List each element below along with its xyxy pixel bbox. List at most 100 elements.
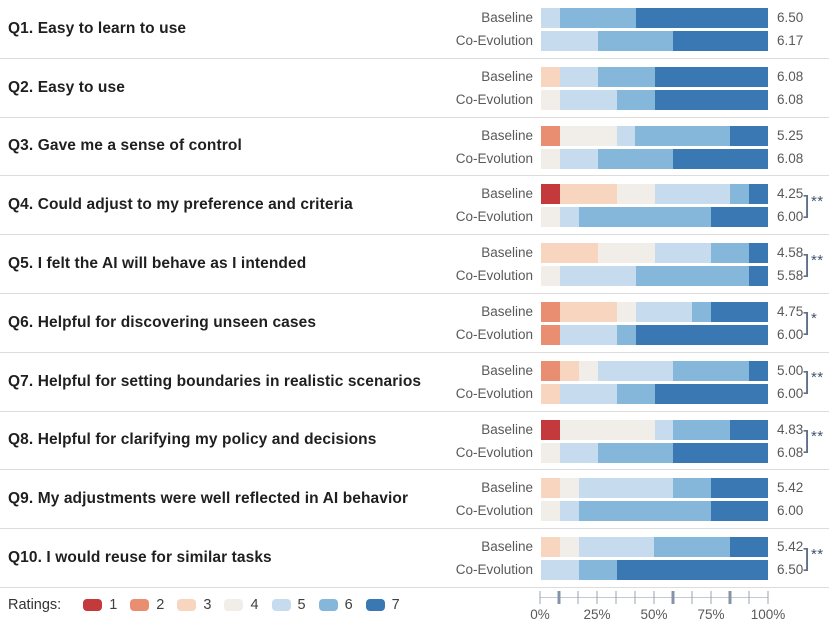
bar-segment-rating-7 (673, 442, 768, 463)
axis-tick (728, 590, 732, 604)
mean-value: 6.00 (777, 503, 804, 519)
stacked-bar (541, 184, 768, 205)
likert-chart: Q1. Easy to learn to use Baseline 6.50 Co-E… (0, 0, 829, 588)
legend-items: 1 2 3 4 5 6 7 (83, 597, 413, 613)
condition-label: Co-Evolution (455, 33, 533, 48)
question-label-wrap: Q1. Easy to learn to use (8, 0, 186, 58)
axis-tick-label: 75% (697, 606, 725, 622)
legend-item: 3 (177, 597, 211, 613)
bar-segment-rating-2 (541, 324, 560, 345)
question-label-wrap: Q5. I felt the AI will behave as I inten… (8, 235, 306, 293)
bar-segment-rating-4 (559, 419, 655, 440)
question-block: Q10. I would reuse for similar tasks Base… (0, 529, 829, 588)
significance-stars: ** (810, 369, 824, 387)
axis-tick (710, 590, 712, 604)
question-label-wrap: Q6. Helpful for discovering unseen cases (8, 294, 316, 352)
bar-segment-rating-5 (654, 243, 712, 264)
bar-segment-rating-6 (635, 266, 750, 287)
significance-stars: ** (810, 192, 824, 210)
legend-swatch-rating-1 (83, 598, 103, 612)
legend-rating-number: 1 (109, 596, 118, 613)
bar-segment-rating-7 (711, 301, 768, 322)
bar-segment-rating-6 (597, 442, 674, 463)
axis-tick (557, 590, 561, 604)
question-label: Q4. Could adjust to my preference and cr… (8, 196, 353, 214)
legend-swatch-rating-6 (318, 598, 338, 612)
significance-stars: * (810, 310, 818, 328)
bar-segment-rating-3 (559, 301, 617, 322)
stacked-bar (541, 478, 768, 499)
significance-bracket: ] (803, 543, 810, 572)
bar-segment-rating-3 (541, 243, 598, 264)
question-label-wrap: Q7. Helpful for setting boundaries in re… (8, 353, 421, 411)
condition-label: Baseline (481, 245, 533, 261)
bar-segment-rating-6 (597, 31, 674, 51)
legend-swatch-rating-2 (130, 598, 150, 612)
mean-value: 4.75 (777, 303, 804, 319)
mean-value: 6.08 (777, 68, 804, 84)
axis-tick (615, 590, 617, 604)
mean-value: 5.42 (777, 480, 804, 496)
legend-item: 2 (130, 597, 164, 613)
bar-segment-rating-6 (616, 324, 636, 345)
bar-segment-rating-6 (654, 537, 731, 558)
bar-segment-rating-6 (578, 560, 617, 581)
question-block: Q6. Helpful for discovering unseen cases… (0, 294, 829, 353)
mean-value: 6.08 (777, 444, 804, 460)
question-label: Q2. Easy to use (8, 78, 125, 96)
question-label-wrap: Q4. Could adjust to my preference and cr… (8, 176, 353, 234)
stacked-bar (541, 560, 768, 581)
axis-tick (539, 590, 541, 604)
mean-value: 6.50 (777, 562, 804, 578)
condition-label: Co-Evolution (455, 326, 533, 342)
question-block: Q7. Helpful for setting boundaries in re… (0, 353, 829, 412)
stacked-bar (541, 501, 768, 522)
question-label: Q7. Helpful for setting boundaries in re… (8, 372, 422, 390)
axis-tick-label: 25% (583, 606, 611, 622)
bar-segment-rating-7 (711, 501, 768, 522)
legend-item: 5 (271, 597, 306, 613)
bar-segment-rating-3 (541, 383, 560, 404)
question-label: Q8. Helpful for clarifying my policy and… (8, 431, 377, 449)
significance-marker: ] ** (803, 412, 824, 470)
bar-segment-rating-4 (541, 89, 560, 110)
bar-segment-rating-6 (597, 66, 655, 87)
stacked-bar (541, 8, 768, 28)
bar-segment-rating-7 (616, 560, 768, 581)
condition-label: Baseline (481, 10, 533, 25)
bar-segment-rating-6 (673, 419, 731, 440)
condition-label: Baseline (481, 186, 533, 202)
significance-stars: ** (810, 251, 824, 269)
significance-bracket: ] (803, 425, 810, 454)
question-block: Q8. Helpful for clarifying my policy and… (0, 412, 829, 471)
stacked-bar (541, 207, 768, 228)
question-label: Q10. I would reuse for similar tasks (8, 549, 272, 567)
question-label: Q3. Gave me a sense of control (8, 137, 242, 155)
stacked-bar (541, 31, 768, 51)
bar-segment-rating-5 (541, 31, 598, 51)
bar-segment-rating-4 (616, 184, 655, 205)
mean-value: 6.00 (777, 385, 804, 401)
bar-segment-rating-1 (541, 419, 560, 440)
condition-label: Baseline (481, 127, 533, 143)
bar-segment-rating-7 (749, 184, 768, 205)
legend-item: 4 (224, 597, 259, 613)
mean-value: 6.08 (777, 150, 804, 166)
bar-segment-rating-5 (541, 8, 560, 28)
legend-rating-number: 2 (156, 596, 165, 613)
significance-bracket: ] (803, 249, 810, 278)
bar-segment-rating-5 (541, 560, 579, 581)
bar-segment-rating-3 (541, 537, 560, 558)
question-label-wrap: Q3. Gave me a sense of control (8, 118, 242, 176)
bar-segment-rating-7 (730, 125, 768, 146)
percent-axis: 0% 25% 50% 75% 100% (530, 588, 785, 629)
bar-segment-rating-3 (541, 478, 560, 499)
mean-value: 5.42 (777, 539, 804, 555)
question-label-wrap: Q9. My adjustments were well reflected i… (8, 470, 408, 528)
significance-bracket: ] (803, 308, 810, 337)
ratings-legend: Ratings: 1 2 3 4 5 6 7 (8, 595, 413, 615)
question-block: Q4. Could adjust to my preference and cr… (0, 176, 829, 236)
bar-segment-rating-4 (578, 360, 598, 381)
bar-segment-rating-7 (730, 419, 768, 440)
question-block: Q2. Easy to use Baseline 6.08 Co-Evolution 6… (0, 59, 829, 118)
